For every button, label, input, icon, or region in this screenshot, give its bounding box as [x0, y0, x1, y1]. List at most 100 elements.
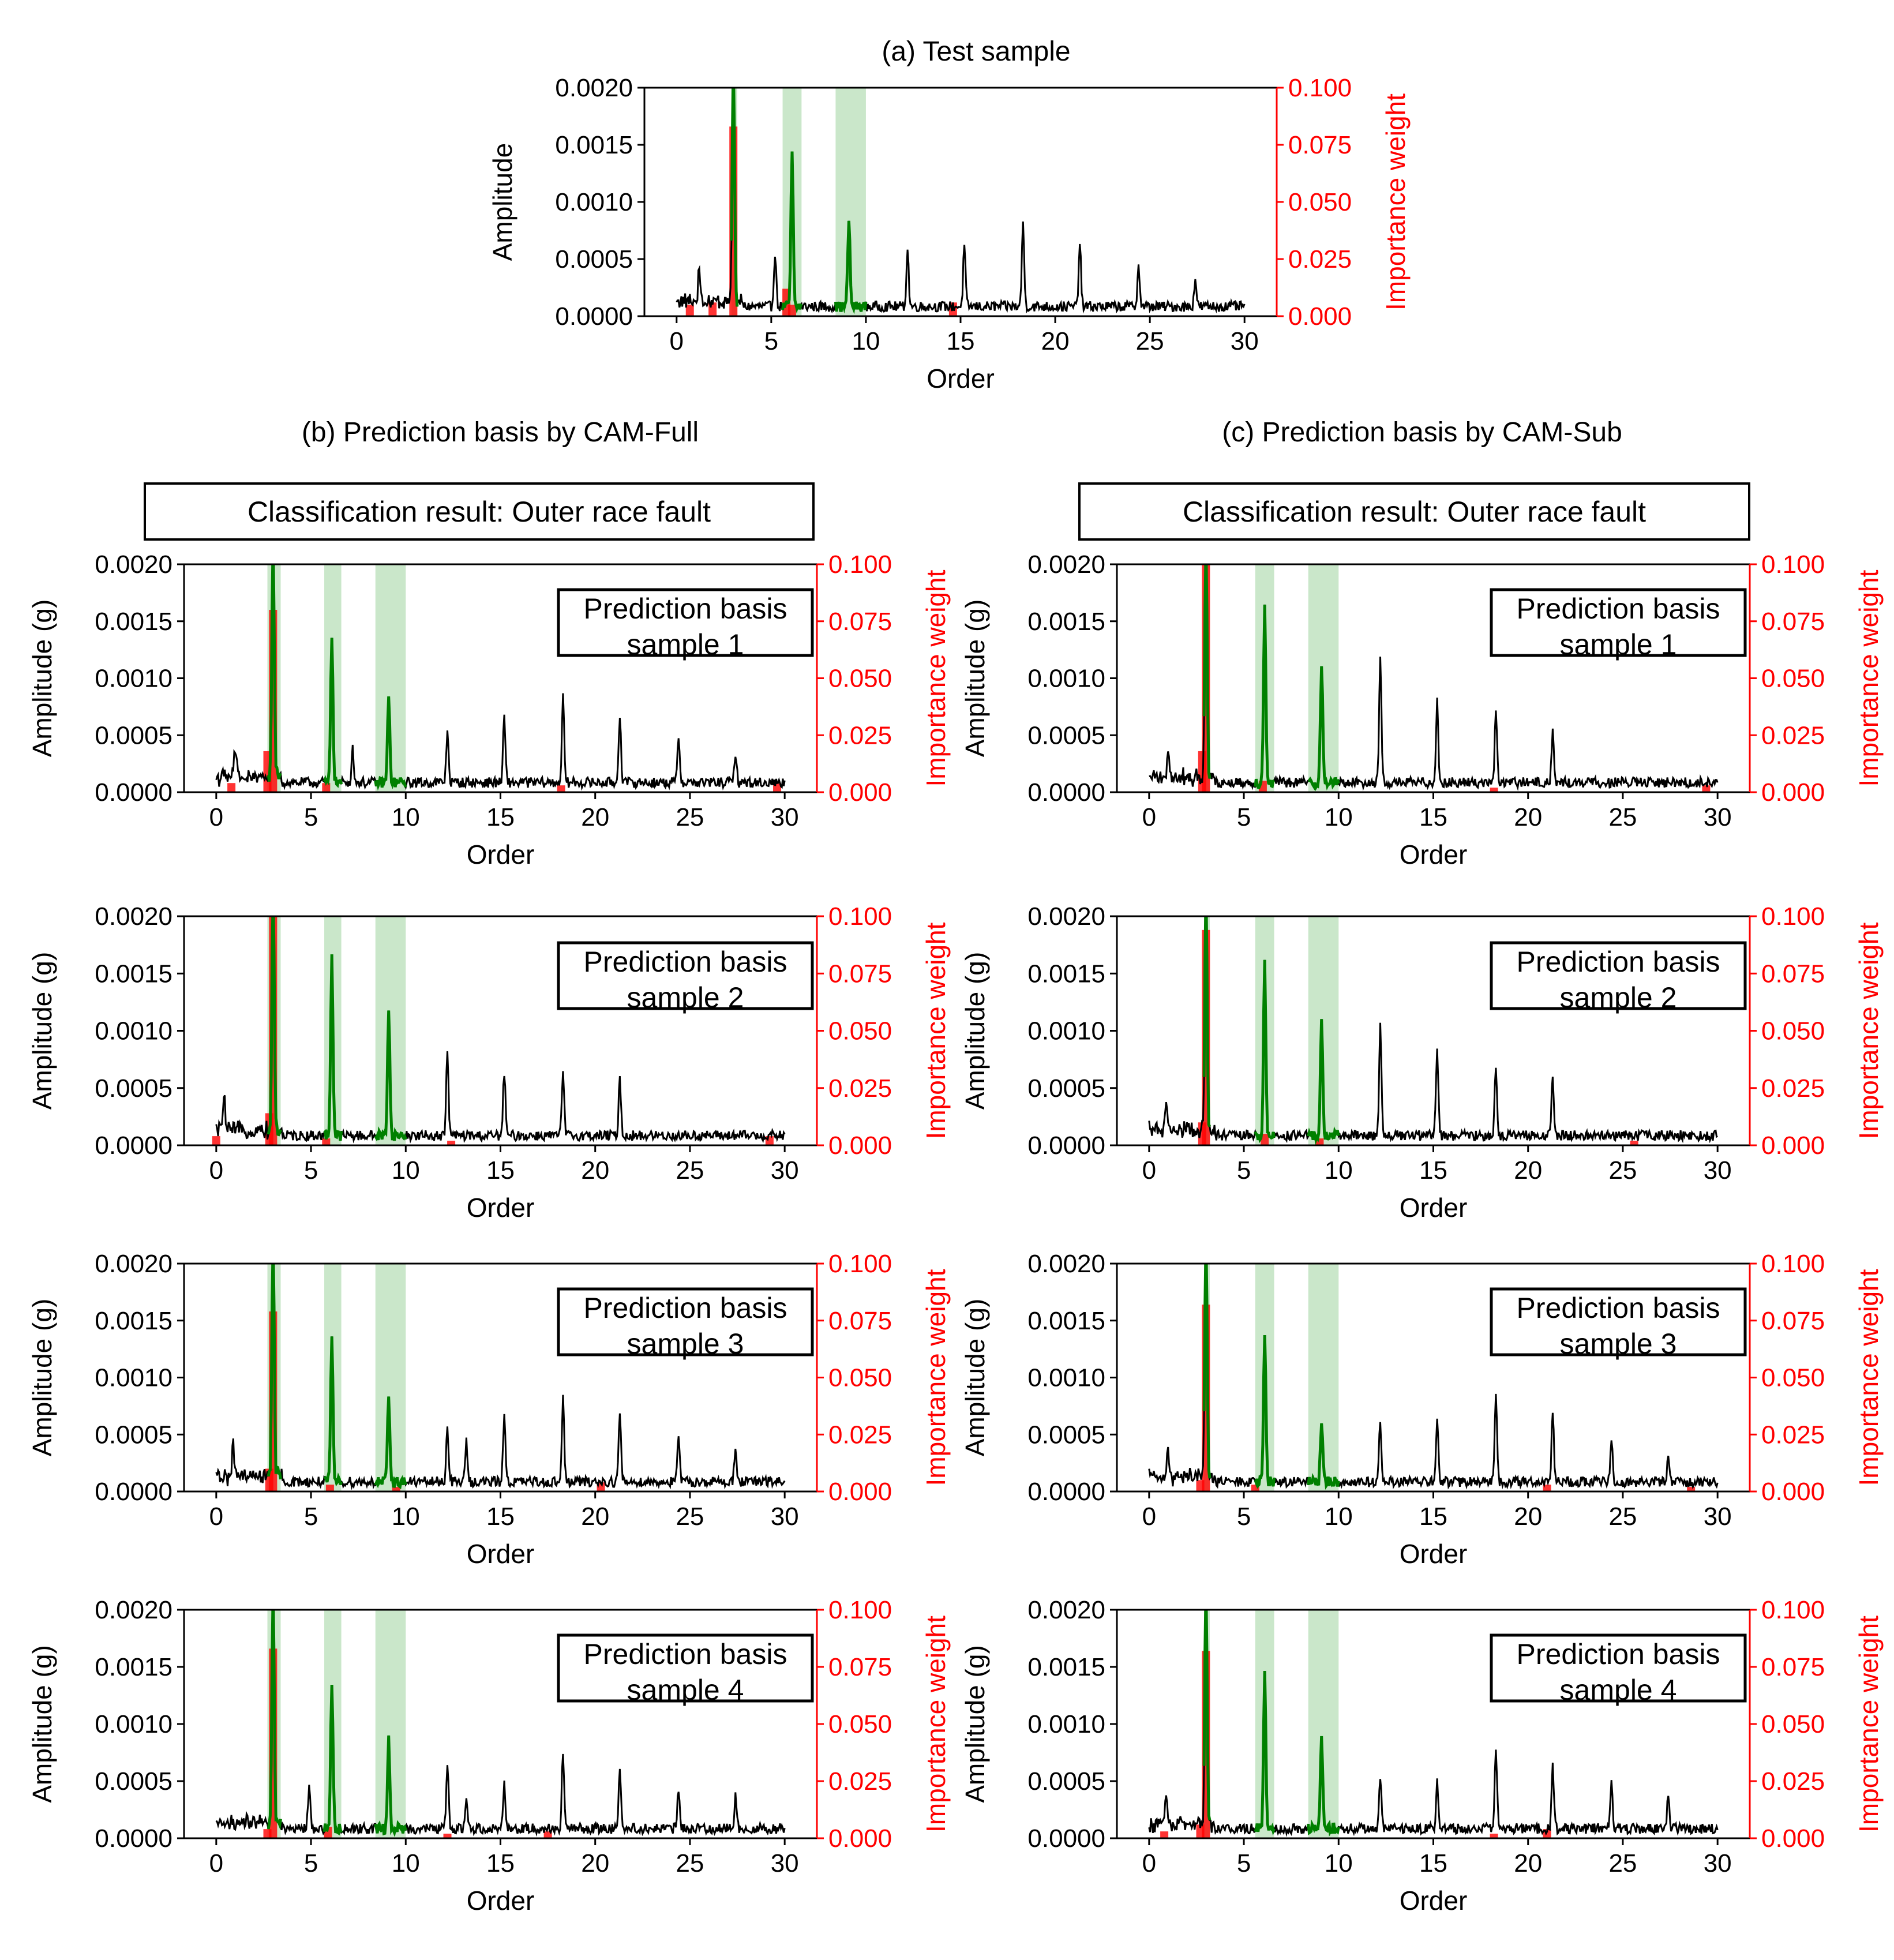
x-tick-label: 20	[581, 803, 609, 831]
y2-tick-label: 0.050	[1761, 1017, 1825, 1045]
importance-weight-bar	[263, 1829, 272, 1838]
y-tick-label: 0.0010	[95, 1364, 172, 1392]
x-tick-label: 0	[209, 803, 223, 831]
signal-line	[1149, 564, 1719, 791]
highlighted-signal-line	[1307, 1019, 1340, 1145]
signal-line	[1148, 1610, 1719, 1837]
sample-label-box	[557, 941, 814, 1010]
x-axis-label: Order	[467, 1539, 535, 1569]
column-c-title: (c) Prediction basis by CAM-Sub	[1222, 417, 1622, 448]
y-tick-label: 0.0020	[95, 902, 172, 931]
plot-area	[1148, 916, 1718, 1145]
y2-axis-label: Importance weight	[921, 1269, 951, 1486]
y2-tick-label: 0.075	[1761, 1307, 1825, 1335]
sample-label-line: sample 1	[1560, 628, 1677, 661]
y-axis-label: Amplitude (g)	[960, 1299, 990, 1457]
y2-tick-label: 0.100	[1761, 550, 1825, 579]
highlighted-signal-line	[267, 1264, 282, 1480]
y2-tick-label: 0.025	[1761, 1767, 1825, 1796]
x-tick-label: 15	[1419, 1849, 1447, 1877]
y2-tick-label: 0.050	[828, 1710, 892, 1738]
importance-weight-bar	[212, 1136, 220, 1145]
x-tick-label: 25	[1136, 327, 1164, 355]
y-tick-label: 0.0015	[95, 1653, 172, 1681]
x-tick-label: 10	[392, 1849, 420, 1877]
highlighted-signal-line	[374, 1735, 407, 1838]
y2-tick-label: 0.075	[828, 960, 892, 988]
plot-area	[212, 916, 786, 1145]
sample-label-box	[1490, 1633, 1747, 1703]
x-tick-label: 15	[486, 1849, 515, 1877]
highlighted-signal-line	[374, 1396, 407, 1490]
x-tick-label: 30	[771, 1502, 799, 1531]
x-tick-label: 5	[304, 1849, 318, 1877]
y-tick-label: 0.0000	[95, 778, 172, 807]
plot-area	[1149, 564, 1719, 792]
importance-weight-bar	[447, 1141, 456, 1145]
x-tick-label: 15	[1419, 803, 1447, 831]
x-tick-label: 10	[1325, 1502, 1353, 1531]
highlighted-signal-line	[1254, 1335, 1276, 1489]
x-tick-label: 5	[304, 1502, 318, 1531]
importance-weight-bar	[1261, 1134, 1269, 1145]
y2-axis-label: Importance weight	[1381, 93, 1411, 310]
y-tick-label: 0.0000	[95, 1824, 172, 1853]
highlighted-signal-line	[323, 1336, 343, 1487]
highlighted-signal-line	[1308, 666, 1340, 792]
sample-label-line: sample 2	[1560, 981, 1677, 1014]
y2-tick-label: 0.075	[1761, 1653, 1825, 1681]
signal-line	[676, 88, 1246, 314]
x-tick-label: 25	[676, 1156, 704, 1185]
sample-label-line: Prediction basis	[1517, 1292, 1720, 1324]
y2-tick-label: 0.100	[1288, 74, 1352, 102]
x-tick-label: 5	[304, 1156, 318, 1185]
highlighted-signal-line	[374, 1010, 407, 1141]
plot-area	[1148, 1264, 1719, 1491]
x-tick-label: 0	[1142, 803, 1156, 831]
sample-label-line: sample 3	[627, 1328, 744, 1360]
y-tick-label: 0.0015	[1027, 1307, 1105, 1335]
sample-label-box	[557, 588, 814, 657]
x-tick-label: 20	[1514, 1502, 1542, 1531]
x-axis-label: Order	[927, 363, 995, 394]
y2-tick-label: 0.025	[1761, 1074, 1825, 1103]
x-tick-label: 30	[1704, 803, 1732, 831]
highlighted-signal-line	[1202, 1610, 1212, 1821]
importance-weight-bar	[1687, 1487, 1696, 1491]
highlighted-signal-line	[1254, 604, 1276, 789]
y-axis-label: Amplitude (g)	[27, 599, 57, 758]
highlighted-signal-line	[322, 638, 343, 788]
y2-tick-label: 0.050	[1761, 1364, 1825, 1392]
importance-weight-bar	[322, 1138, 331, 1145]
x-tick-label: 15	[486, 803, 515, 831]
x-tick-label: 25	[676, 1502, 704, 1531]
x-tick-label: 25	[1608, 1849, 1637, 1877]
y2-tick-label: 0.075	[1761, 608, 1825, 636]
y-tick-label: 0.0005	[1027, 1074, 1105, 1103]
x-tick-label: 0	[209, 1502, 223, 1531]
y2-tick-label: 0.000	[1761, 1131, 1825, 1160]
x-tick-label: 0	[1142, 1156, 1156, 1185]
x-tick-label: 10	[392, 1156, 420, 1185]
axes-frame	[643, 87, 1278, 317]
importance-weight-bar	[1543, 1485, 1551, 1491]
y-tick-label: 0.0015	[555, 131, 633, 159]
x-tick-label: 5	[1237, 803, 1251, 831]
x-tick-label: 5	[1237, 1156, 1251, 1185]
x-tick-label: 10	[392, 803, 420, 831]
sample-label-line: sample 2	[627, 981, 744, 1014]
y-tick-label: 0.0020	[1027, 1250, 1105, 1278]
sample-label-line: sample 4	[627, 1674, 744, 1706]
x-axis-label: Order	[467, 840, 535, 870]
sample-label-line: Prediction basis	[584, 593, 787, 625]
x-tick-label: 5	[764, 327, 778, 355]
x-tick-label: 30	[1704, 1502, 1732, 1531]
x-tick-label: 5	[1237, 1502, 1251, 1531]
y-tick-label: 0.0000	[1027, 1478, 1105, 1506]
y2-tick-label: 0.000	[828, 778, 892, 807]
y2-tick-label: 0.050	[828, 665, 892, 693]
y2-tick-label: 0.000	[828, 1824, 892, 1853]
x-tick-label: 0	[209, 1849, 223, 1877]
x-axis-label: Order	[1400, 1193, 1468, 1223]
